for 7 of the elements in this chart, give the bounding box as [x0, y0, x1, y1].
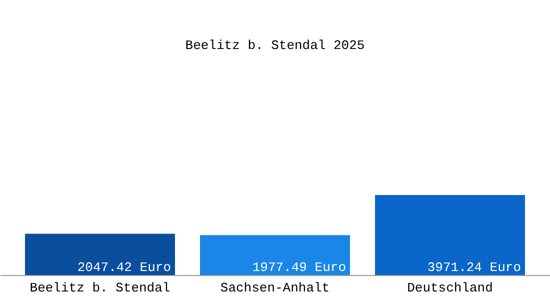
- data-label: 2047.42 Euro: [77, 260, 171, 275]
- chart-title: Beelitz b. Stendal 2025: [185, 38, 365, 53]
- data-label: 1977.49 Euro: [252, 260, 346, 275]
- x-tick-label: Beelitz b. Stendal: [30, 280, 170, 296]
- x-tick-label: Deutschland: [407, 280, 493, 296]
- x-tick-label: Sachsen-Anhalt: [220, 280, 330, 296]
- data-label: 3971.24 Euro: [427, 260, 521, 275]
